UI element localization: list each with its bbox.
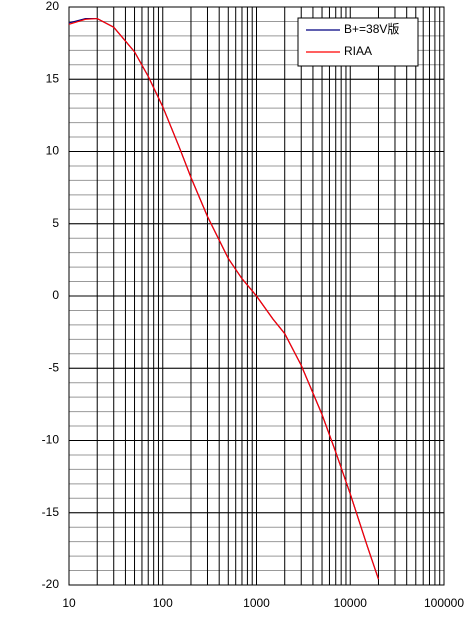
y-tick-label: -20	[42, 577, 60, 591]
y-tick-label: -10	[42, 433, 60, 447]
y-tick-label: -5	[48, 360, 59, 374]
x-tick-label: 100000	[424, 596, 464, 610]
x-tick-label: 10000	[334, 596, 368, 610]
y-tick-label: 0	[52, 288, 59, 302]
series-line	[68, 17, 380, 580]
legend-label: RIAA	[344, 44, 372, 58]
x-tick-label: 100	[153, 596, 173, 610]
legend-box	[297, 17, 419, 67]
plot-border	[68, 6, 445, 586]
y-tick-label: 15	[46, 71, 60, 85]
legend: B+=38V版 RIAA	[297, 17, 419, 67]
y-tick-label: 10	[46, 144, 60, 158]
legend-label: B+=38V版	[344, 22, 399, 36]
y-tick-label: -15	[42, 505, 60, 519]
y-tick-label: 5	[52, 216, 59, 230]
x-tick-label: 10	[62, 596, 76, 610]
x-tick-label: 1000	[243, 596, 270, 610]
y-tick-label: 20	[46, 0, 60, 13]
